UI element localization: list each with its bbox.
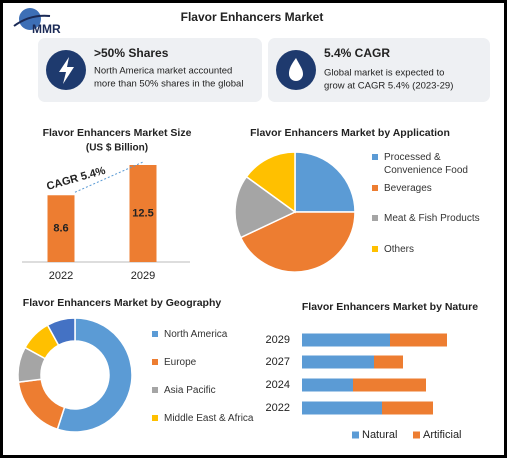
chart-title: Flavor Enhancers Market by Nature bbox=[302, 301, 478, 313]
bar-segment bbox=[353, 378, 426, 392]
bar-segment bbox=[374, 355, 403, 369]
legend-label: Processed & Convenience Food bbox=[384, 152, 468, 176]
legend-swatch bbox=[352, 431, 359, 439]
legend-label: Artificial bbox=[423, 429, 462, 441]
label-box: North America bbox=[164, 329, 228, 340]
stat-body: North America market accounted bbox=[94, 66, 232, 77]
x-tick-label: 2022 bbox=[49, 270, 73, 282]
flame-icon bbox=[289, 58, 303, 81]
label-box: Others bbox=[384, 244, 415, 255]
bar-segment bbox=[390, 333, 447, 347]
trend-line bbox=[74, 161, 144, 193]
y-tick-label: 2027 bbox=[266, 356, 290, 368]
x-tick-label: 2029 bbox=[131, 270, 155, 282]
stat-heading: >50% Shares bbox=[94, 46, 169, 60]
legend-swatch bbox=[372, 185, 378, 191]
legend-swatch bbox=[152, 387, 158, 393]
bar bbox=[47, 195, 75, 262]
stat-body: more than 50% shares in the global bbox=[94, 79, 243, 90]
stat-card bbox=[268, 38, 490, 102]
chart-subtitle: (US $ Billion) bbox=[86, 143, 148, 154]
value-label: 8.6 bbox=[53, 223, 68, 235]
label-box: Meat & Fish Products bbox=[384, 213, 480, 224]
logo-swoosh bbox=[13, 14, 51, 27]
page-title: Flavor Enhancers Market bbox=[181, 10, 324, 24]
legend-swatch bbox=[152, 415, 158, 421]
legend-label: Asia Pacific bbox=[164, 385, 216, 396]
slice bbox=[46, 317, 76, 347]
bar-segment bbox=[302, 355, 374, 369]
logo-globe bbox=[19, 8, 41, 30]
y-tick-label: 2029 bbox=[266, 334, 290, 346]
bar-segment bbox=[302, 401, 382, 415]
slice bbox=[239, 211, 356, 273]
label-box: Beverages bbox=[384, 183, 432, 194]
stat-card bbox=[38, 38, 262, 102]
legend-label: North America bbox=[164, 329, 228, 340]
y-tick-label: 2024 bbox=[266, 379, 290, 391]
legend-swatch bbox=[152, 359, 158, 365]
slice bbox=[234, 175, 297, 239]
chart-title: Flavor Enhancers Market Size bbox=[43, 127, 192, 139]
slice bbox=[245, 151, 296, 214]
legend-label: Meat & Fish Products bbox=[384, 213, 480, 224]
label-box: Europe bbox=[164, 357, 197, 368]
legend-swatch bbox=[372, 215, 378, 221]
bar-segment bbox=[302, 378, 353, 392]
label-box: Middle East & Africa bbox=[164, 413, 254, 424]
legend-swatch bbox=[372, 154, 378, 160]
chart-title: Flavor Enhancers Market by Application bbox=[250, 127, 450, 139]
chart-title: Flavor Enhancers Market by Geography bbox=[23, 297, 222, 309]
value-label: 12.5 bbox=[132, 207, 153, 219]
bar-segment bbox=[382, 401, 433, 415]
legend-swatch bbox=[372, 246, 378, 252]
stat-body: grow at CAGR 5.4% (2023-29) bbox=[324, 81, 453, 92]
bar bbox=[129, 165, 157, 262]
bar-segment bbox=[302, 333, 390, 347]
legend-label: Middle East & Africa bbox=[164, 413, 254, 424]
label-box: Asia Pacific bbox=[164, 385, 216, 396]
legend-label: Europe bbox=[164, 357, 197, 368]
legend-swatch bbox=[413, 431, 420, 439]
y-tick-label: 2022 bbox=[266, 402, 290, 414]
slice bbox=[294, 151, 356, 213]
logo-text: MMR bbox=[32, 22, 61, 36]
legend-label: Others bbox=[384, 244, 415, 255]
stat-heading: 5.4% CAGR bbox=[324, 46, 390, 60]
legend-swatch bbox=[152, 331, 158, 337]
bolt-icon bbox=[59, 57, 74, 84]
legend-label: Beverages bbox=[384, 183, 432, 194]
slice bbox=[56, 317, 133, 433]
stat-body: Global market is expected to bbox=[324, 68, 444, 79]
legend-label: Natural bbox=[362, 429, 397, 441]
label-box: Processed & Convenience Food bbox=[384, 152, 468, 176]
